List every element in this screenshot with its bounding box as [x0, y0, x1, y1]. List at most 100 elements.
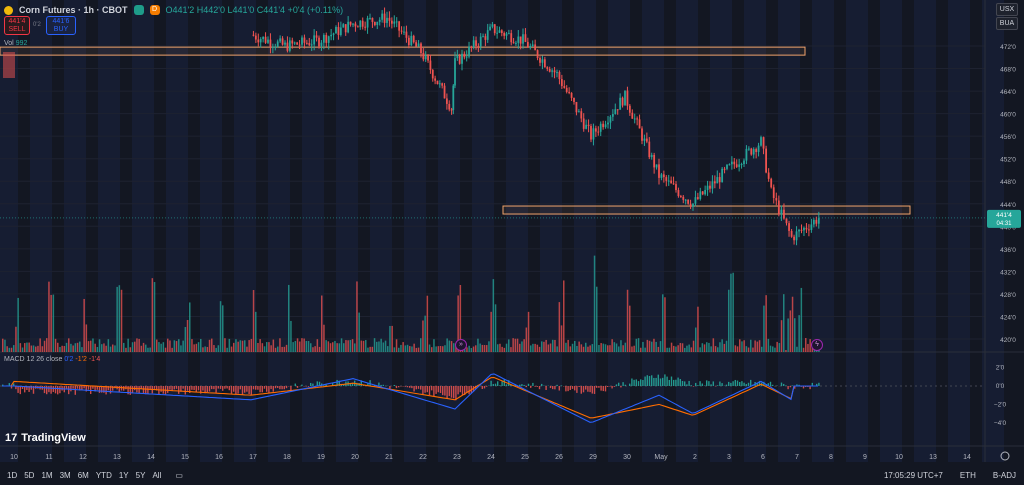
- candle-body: [696, 197, 699, 199]
- unit-button[interactable]: BUA: [996, 17, 1018, 30]
- flash-icon[interactable]: ϟ: [811, 339, 823, 351]
- candle-body: [325, 35, 328, 43]
- volume-legend: Vol 992: [4, 40, 27, 47]
- volume-bar: [28, 342, 30, 352]
- candle-body: [699, 191, 702, 199]
- macd-histogram-bar: [343, 384, 345, 386]
- macd-signal-value: -1'4: [88, 356, 101, 363]
- candle-body: [735, 164, 738, 167]
- ohlc-values: O441'2 H442'0 L441'0 C441'4 +0'4 (+0.11%…: [166, 5, 344, 15]
- price-axis-label: 448'0: [1000, 179, 1016, 186]
- macd-histogram-bar: [505, 384, 508, 386]
- candle-body: [441, 83, 444, 86]
- session-toggle[interactable]: ETH: [959, 471, 976, 480]
- adjustment-toggle[interactable]: B-ADJ: [992, 471, 1016, 480]
- volume-bar: [805, 338, 807, 352]
- range-5d[interactable]: 5D: [24, 471, 35, 480]
- candle-body: [359, 20, 362, 28]
- volume-bar: [406, 344, 409, 352]
- macd-histogram-bar: [455, 386, 457, 401]
- range-ytd[interactable]: YTD: [95, 471, 112, 480]
- volume-bar: [323, 324, 325, 352]
- volume-bar: [675, 346, 677, 352]
- range-1d[interactable]: 1D: [7, 471, 18, 480]
- time-axis-label: 14: [147, 454, 155, 461]
- candle-body: [486, 30, 489, 40]
- candle-body: [747, 148, 750, 150]
- candle-body: [470, 46, 473, 48]
- volume-bar: [101, 344, 103, 352]
- volume-bar: [653, 338, 655, 352]
- candle-body: [332, 33, 335, 35]
- candle-body: [536, 50, 539, 59]
- range-1y[interactable]: 1Y: [118, 471, 129, 480]
- macd-histogram-bar: [94, 386, 96, 392]
- macd-histogram-bar: [741, 381, 743, 386]
- macd-histogram-bar: [468, 386, 470, 395]
- range-1m[interactable]: 1M: [41, 471, 53, 480]
- range-6m[interactable]: 6M: [77, 471, 89, 480]
- candle-body: [556, 72, 558, 74]
- d-badge[interactable]: D: [149, 5, 160, 15]
- macd-histogram-bar: [673, 379, 675, 386]
- volume-bar: [325, 340, 327, 352]
- volume-bar: [503, 347, 506, 352]
- volume-bar: [772, 346, 774, 352]
- volume-bar: [677, 345, 679, 352]
- macd-histogram-bar: [763, 381, 765, 386]
- range-3m[interactable]: 3M: [59, 471, 71, 480]
- macd-histogram-bar: [631, 378, 633, 386]
- buy-button[interactable]: 441'6 BUY: [46, 16, 76, 35]
- currency-button[interactable]: USX: [996, 3, 1018, 16]
- volume-bar: [380, 338, 382, 352]
- macd-histogram-bar: [730, 382, 732, 386]
- clock-time[interactable]: 17:05:29 UTC+7: [883, 471, 943, 480]
- volume-bar: [217, 345, 220, 352]
- volume-bar: [648, 340, 651, 352]
- macd-histogram-bar: [574, 386, 576, 391]
- price-axis-label: 452'0: [1000, 157, 1016, 164]
- volume-bar: [690, 347, 693, 352]
- volume-bar: [395, 339, 398, 352]
- macd-histogram-bar: [226, 386, 228, 389]
- candle-body: [723, 168, 726, 170]
- macd-histogram-bar: [598, 386, 600, 388]
- candle-body: [658, 164, 660, 178]
- macd-histogram-bar: [424, 386, 426, 393]
- macd-histogram-bar: [578, 386, 580, 388]
- candle-body: [575, 101, 578, 113]
- range-all[interactable]: All: [152, 471, 162, 480]
- replay-icon[interactable]: »: [455, 339, 467, 351]
- candle-body: [454, 58, 456, 86]
- candle-body: [422, 53, 425, 60]
- eye-icon[interactable]: [133, 5, 144, 15]
- volume-bar: [274, 347, 277, 352]
- macd-histogram-bar: [21, 386, 24, 389]
- macd-histogram-bar: [184, 386, 186, 395]
- volume-bar: [761, 346, 763, 352]
- symbol-title[interactable]: Corn Futures · 1h · CBOT: [19, 5, 128, 15]
- macd-line: [2, 373, 818, 423]
- candle-body: [650, 155, 653, 158]
- volume-bar: [92, 338, 94, 352]
- macd-histogram-bar: [602, 386, 604, 392]
- macd-histogram-bar: [338, 380, 340, 386]
- volume-bar: [39, 338, 41, 352]
- macd-histogram-bar: [312, 383, 314, 386]
- range-5y[interactable]: 5Y: [135, 471, 146, 480]
- candle-body: [743, 160, 745, 165]
- volume-bar: [620, 340, 622, 352]
- macd-histogram-bar: [233, 386, 235, 392]
- sell-button[interactable]: 441'4 SELL: [4, 16, 30, 35]
- candle-body: [274, 46, 277, 48]
- time-axis-label: 29: [589, 454, 597, 461]
- volume-bar: [642, 341, 644, 352]
- date-range-icon[interactable]: ▭: [175, 471, 183, 480]
- volume-bar: [486, 345, 488, 352]
- macd-histogram-bar: [65, 386, 68, 389]
- session-band: [608, 0, 630, 462]
- macd-histogram-bar: [580, 386, 582, 394]
- time-axis-label: 26: [555, 454, 563, 461]
- candle-body: [352, 23, 354, 25]
